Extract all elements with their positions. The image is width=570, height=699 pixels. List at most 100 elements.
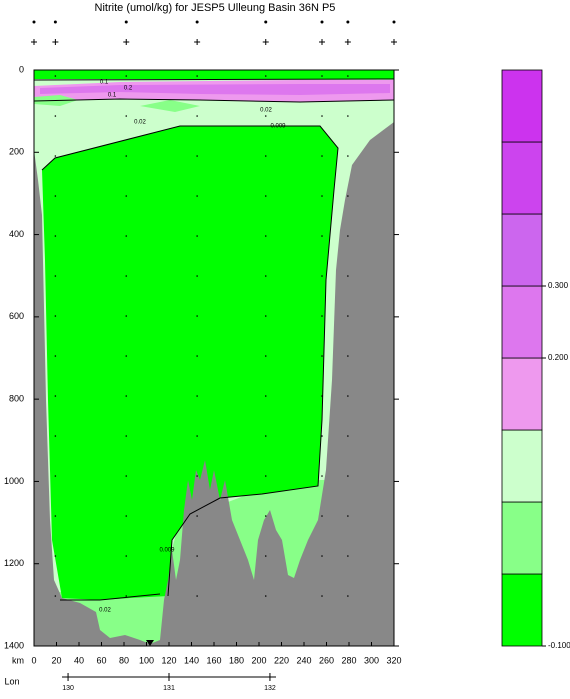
sample-point: [264, 315, 267, 317]
sample-point: [196, 515, 198, 517]
sample-point: [347, 315, 349, 317]
sample-point: [321, 275, 323, 277]
sample-point: [321, 475, 323, 477]
colorbar-segment: [501, 141, 543, 215]
x-tick-label: 80: [119, 655, 129, 665]
station-marker: [195, 20, 199, 24]
sample-point: [125, 235, 128, 237]
contour-label: 0.1: [100, 80, 109, 86]
sample-point: [196, 315, 198, 317]
sample-point: [125, 475, 128, 477]
field-band: [34, 70, 394, 79]
sample-point: [321, 235, 323, 237]
chart-title: Nitrite (umol/kg) for JESP5 Ulleung Basi…: [95, 2, 336, 14]
x-tick-label: 220: [274, 655, 289, 665]
contour-label: 0.2: [124, 86, 133, 92]
contour-label: 0.02: [260, 108, 272, 114]
x-tick-label: 0: [31, 655, 36, 665]
sample-point: [347, 235, 349, 237]
x-tick-label: 120: [161, 655, 176, 665]
sample-point: [347, 435, 349, 437]
sample-point: [196, 555, 198, 557]
sample-point: [321, 195, 323, 197]
contour-label: 0.009: [159, 548, 175, 554]
y-tick-label: 200: [9, 147, 24, 157]
sample-point: [54, 75, 57, 77]
sample-point: [321, 155, 323, 157]
x-tick-label: 280: [341, 655, 356, 665]
sample-point: [196, 235, 198, 237]
lon-tick-label: 131: [163, 685, 175, 692]
sample-point: [264, 555, 267, 557]
sample-point: [264, 115, 267, 117]
sample-point: [54, 475, 57, 477]
sample-point: [347, 515, 349, 517]
station-marker: [53, 20, 57, 24]
sample-point: [264, 395, 267, 397]
sample-point: [321, 435, 323, 437]
sample-point: [196, 75, 198, 77]
bottom-marker: [146, 640, 154, 646]
station-marker: [32, 20, 36, 24]
sample-point: [196, 475, 198, 477]
sample-point: [196, 275, 198, 277]
x-tick-label: 200: [251, 655, 266, 665]
y-tick-label: 800: [9, 394, 24, 404]
colorbar-segment: [501, 357, 543, 431]
sample-point: [347, 395, 349, 397]
sample-point: [125, 595, 128, 597]
station-marker: [320, 20, 324, 24]
x-tick-label: 160: [206, 655, 221, 665]
sample-point: [54, 235, 57, 237]
sample-point: [264, 235, 267, 237]
contour-label: 0.02: [99, 608, 111, 614]
x-tick-label: 60: [96, 655, 106, 665]
sample-point: [264, 435, 267, 437]
lon-tick-label: 132: [264, 685, 276, 692]
sample-point: [54, 395, 57, 397]
sample-point: [264, 155, 267, 157]
sample-point: [264, 355, 267, 357]
lon-tick-label: 130: [62, 685, 74, 692]
sample-point: [125, 555, 128, 557]
sample-point: [125, 75, 128, 77]
sample-point: [347, 475, 349, 477]
sample-point: [54, 435, 57, 437]
sample-point: [125, 115, 128, 117]
sample-point: [54, 195, 57, 197]
sample-point: [196, 395, 198, 397]
x-tick-label: 180: [229, 655, 244, 665]
sample-point: [347, 275, 349, 277]
sample-point: [54, 515, 57, 517]
sample-point: [264, 75, 267, 77]
sample-point: [347, 75, 349, 77]
station-marker: [124, 20, 128, 24]
y-tick-label: 1400: [4, 640, 24, 650]
sample-point: [54, 355, 57, 357]
sample-point: [264, 595, 267, 597]
sample-point: [264, 475, 267, 477]
colorbar-label: 0.300: [548, 281, 569, 290]
sample-point: [347, 555, 349, 557]
contour-label: 0.02: [134, 120, 146, 126]
sample-point: [54, 315, 57, 317]
sample-point: [54, 115, 57, 117]
contour-line: [60, 593, 161, 601]
sample-point: [125, 315, 128, 317]
field: [33, 70, 395, 646]
x-tick-label: 240: [296, 655, 311, 665]
sample-point: [321, 315, 323, 317]
sample-point: [321, 595, 323, 597]
x-tick-label: 300: [364, 655, 379, 665]
sample-point: [347, 355, 349, 357]
sample-point: [321, 555, 323, 557]
sample-point: [125, 355, 128, 357]
y-tick-label: 1000: [4, 476, 24, 486]
colorbar-segment: [501, 285, 543, 359]
x-axis-label: km: [12, 655, 24, 665]
sample-point: [347, 195, 349, 197]
sample-point: [347, 595, 349, 597]
station-marker: [392, 20, 396, 24]
colorbar-segment: [501, 213, 543, 287]
sample-point: [347, 115, 349, 117]
